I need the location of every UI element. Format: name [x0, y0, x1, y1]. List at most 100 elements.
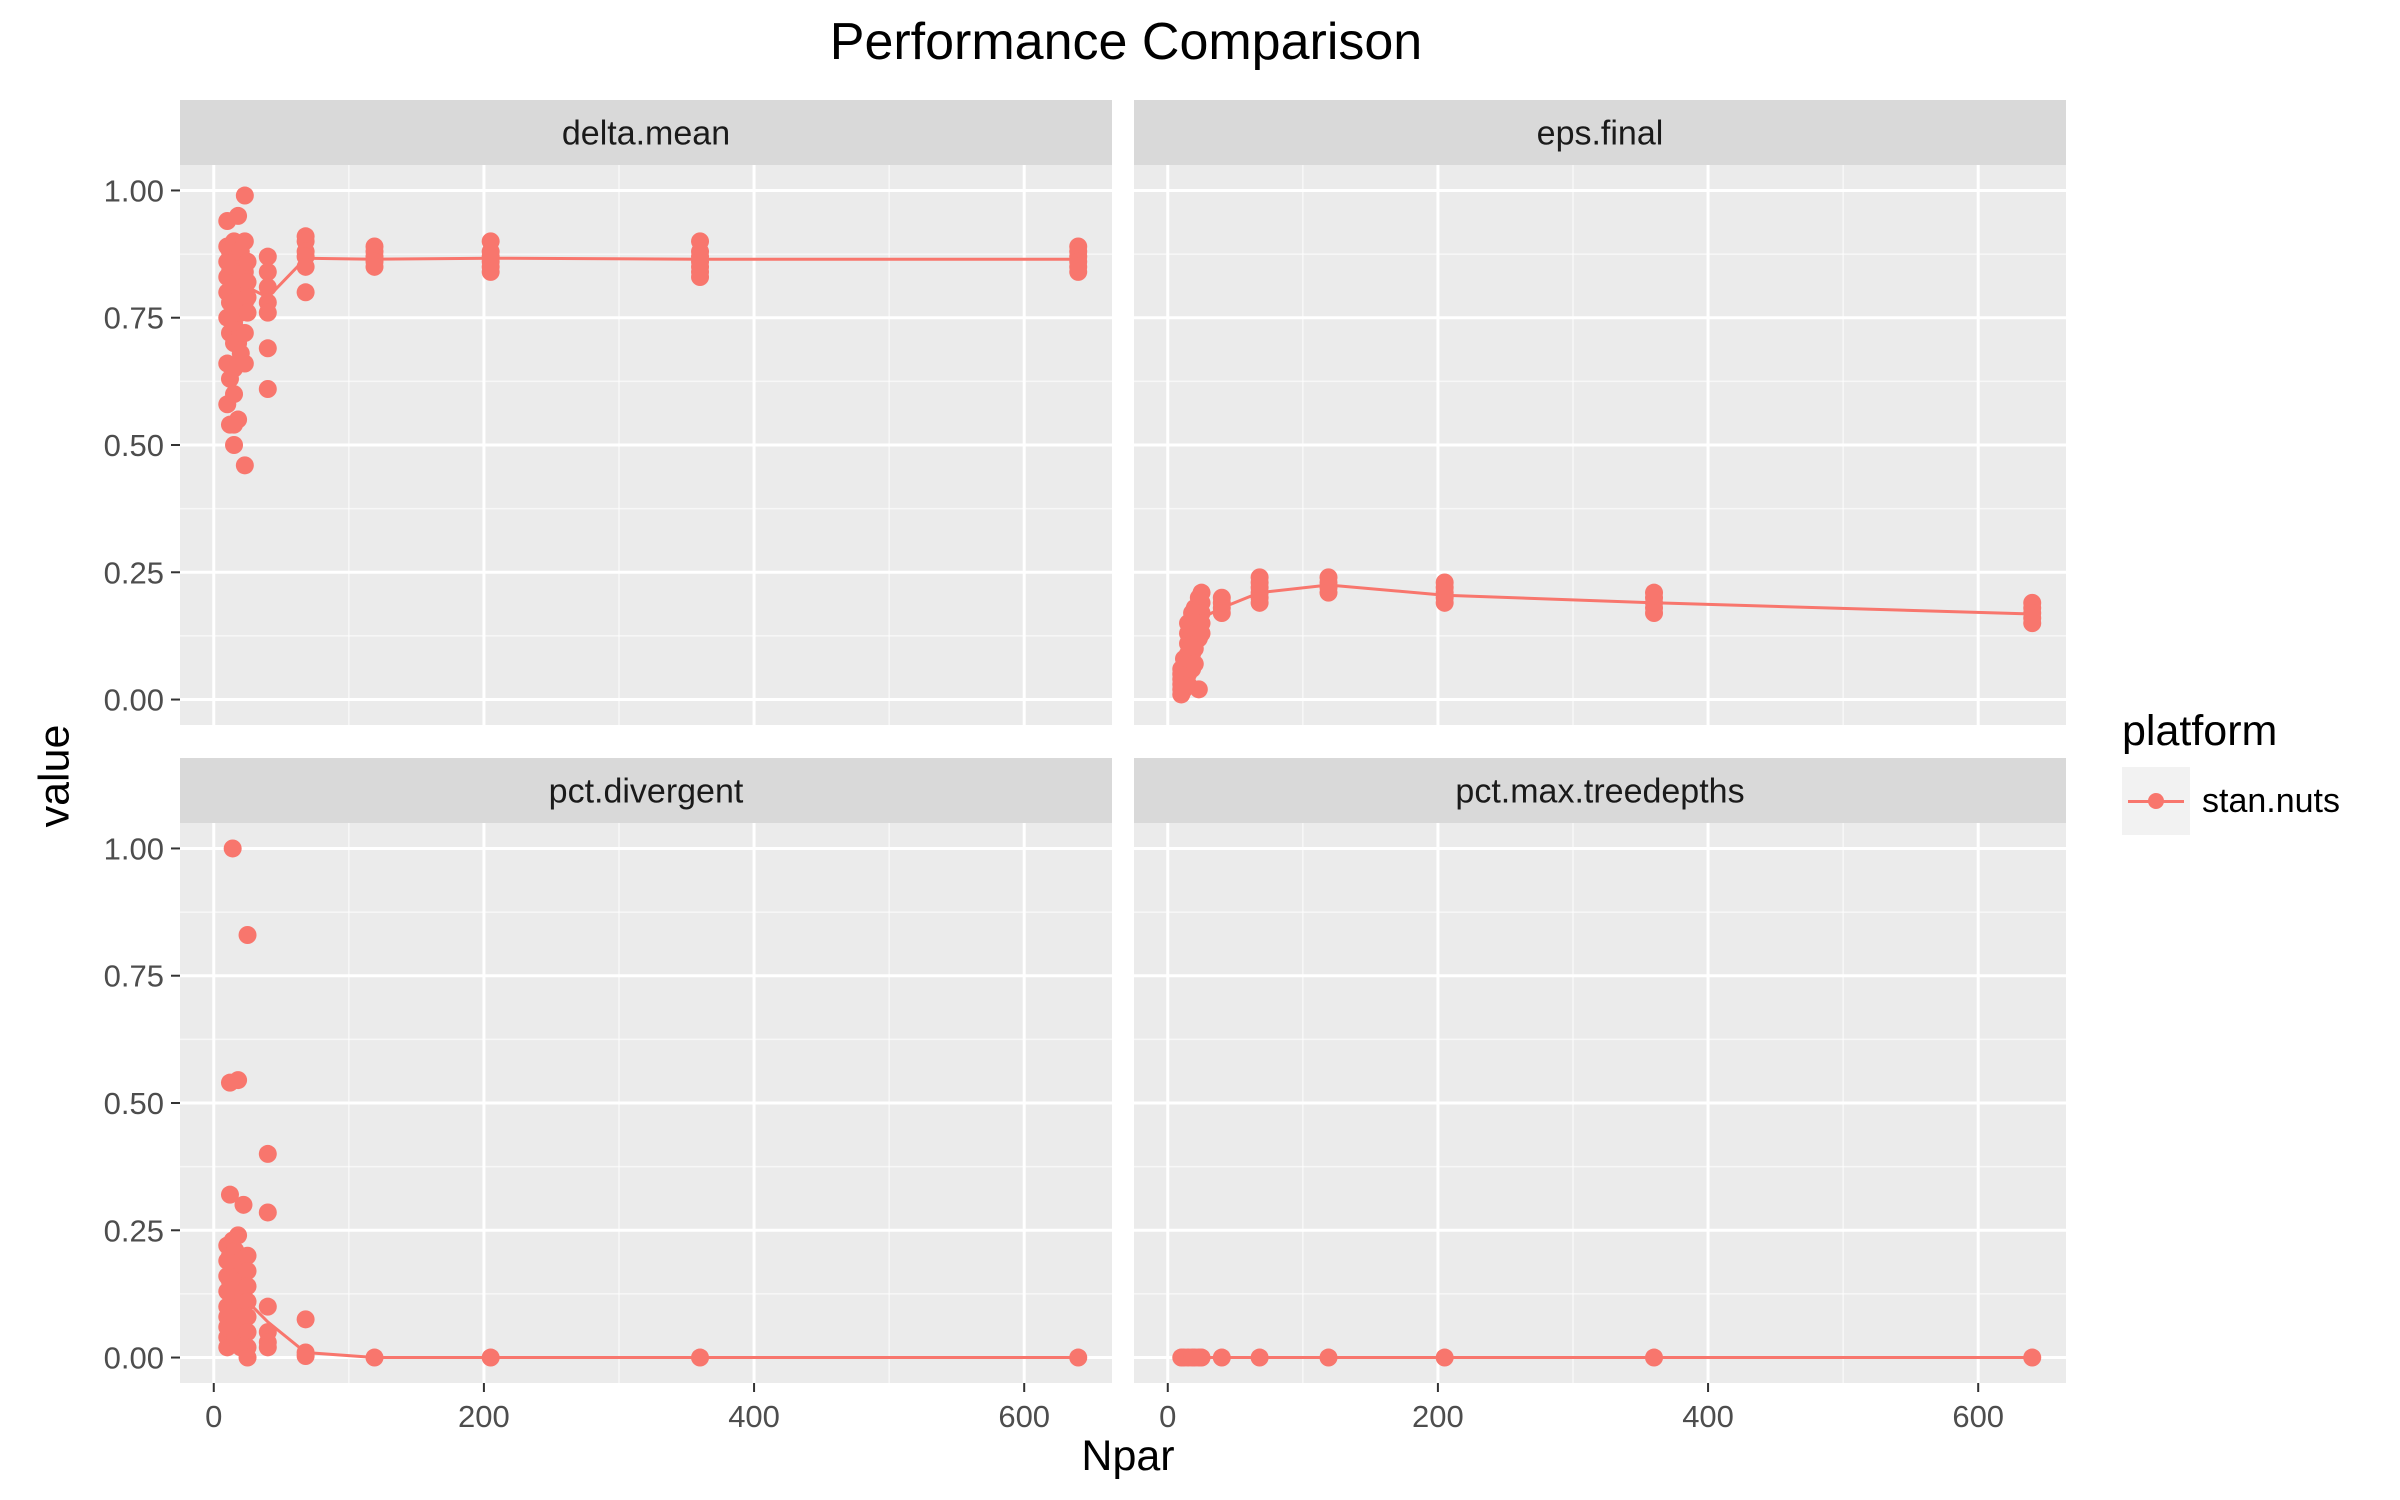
x-tick-label: 0: [205, 1399, 222, 1434]
y-tick-label: 0.25: [104, 555, 164, 590]
legend-key: [2122, 767, 2190, 835]
data-point: [238, 1323, 257, 1342]
data-point: [225, 436, 244, 454]
facet-strip-label: pct.divergent: [549, 773, 744, 811]
y-tick-label: 1.00: [104, 173, 164, 208]
y-axis-title: value: [30, 724, 79, 828]
data-point: [258, 380, 277, 398]
legend-item: stan.nuts: [2122, 767, 2340, 835]
data-point: [691, 1348, 710, 1367]
data-point: [296, 283, 315, 302]
data-point: [2023, 1348, 2042, 1367]
data-point: [258, 1297, 277, 1316]
data-point: [1212, 1348, 1231, 1367]
data-point: [238, 252, 257, 271]
data-point: [238, 288, 257, 307]
facet-strip: [180, 100, 1112, 165]
x-tick-label: 0: [1159, 1399, 1176, 1434]
data-point: [1189, 680, 1208, 699]
data-point: [258, 1203, 277, 1222]
data-point: [1250, 593, 1269, 612]
y-tick-label: 0.75: [104, 959, 164, 994]
x-tick-label: 400: [728, 1399, 780, 1434]
data-point: [1069, 262, 1088, 281]
data-point: [1069, 1348, 1088, 1367]
legend: platform stan.nuts: [2122, 703, 2340, 835]
data-point: [1435, 593, 1454, 612]
x-tick-label: 400: [1682, 1399, 1734, 1434]
data-point: [258, 262, 277, 281]
data-point: [238, 1262, 257, 1280]
data-point: [235, 232, 254, 251]
x-tick-label: 200: [1412, 1399, 1464, 1434]
data-point: [1435, 1348, 1454, 1367]
data-point: [238, 926, 257, 944]
data-point: [235, 324, 254, 342]
data-point: [2023, 614, 2042, 633]
facet-strip-label: delta.mean: [562, 115, 730, 153]
data-point: [238, 1277, 257, 1296]
data-point: [296, 1310, 315, 1329]
legend-title: platform: [2122, 707, 2278, 755]
facet-strip: [1134, 100, 2066, 165]
data-point: [229, 1071, 248, 1090]
data-point: [1192, 624, 1211, 643]
y-tick-label: 0.50: [104, 428, 164, 463]
data-point: [223, 839, 242, 858]
data-point: [238, 303, 257, 322]
data-point: [220, 1185, 239, 1204]
data-point: [691, 268, 710, 286]
data-point: [235, 456, 254, 475]
y-tick-label: 0.75: [104, 301, 164, 336]
data-point: [258, 339, 277, 358]
data-point: [235, 186, 254, 205]
data-point: [258, 1144, 277, 1163]
y-tick-label: 0.00: [104, 1341, 164, 1376]
data-point: [258, 1338, 277, 1357]
data-point: [481, 1348, 500, 1367]
data-point: [238, 1246, 257, 1265]
x-tick-label: 600: [1952, 1399, 2004, 1434]
data-point: [258, 303, 277, 322]
facet-strip-label: pct.max.treedepths: [1455, 773, 1744, 811]
data-point: [1319, 1348, 1338, 1367]
data-point: [1212, 604, 1231, 622]
data-point: [229, 410, 248, 429]
data-point: [1250, 1348, 1269, 1367]
legend-key-point: [2148, 793, 2164, 809]
y-tick-label: 0.00: [104, 683, 164, 718]
data-point: [238, 1292, 257, 1311]
data-point: [238, 273, 257, 292]
legend-item-label: stan.nuts: [2202, 781, 2340, 820]
facet-strip: [180, 758, 1112, 823]
data-point: [481, 262, 500, 281]
y-tick-label: 0.25: [104, 1213, 164, 1248]
data-point: [258, 278, 277, 297]
x-axis-title: Npar: [1081, 1432, 1175, 1480]
data-point: [1645, 1348, 1664, 1367]
x-tick-label: 600: [998, 1399, 1050, 1434]
facet-strip-label: eps.final: [1537, 115, 1664, 153]
data-point: [225, 385, 244, 404]
data-point: [1319, 583, 1338, 602]
data-point: [229, 1226, 248, 1245]
data-point: [1645, 604, 1664, 622]
data-point: [296, 1347, 315, 1366]
y-tick-label: 0.50: [104, 1086, 164, 1121]
y-tick-label: 1.00: [104, 831, 164, 866]
data-point: [238, 1307, 257, 1326]
x-tick-label: 200: [458, 1399, 510, 1434]
data-point: [365, 1348, 384, 1367]
data-point: [235, 354, 254, 373]
data-point: [1192, 1348, 1211, 1367]
facet-strip: [1134, 758, 2066, 823]
data-point: [258, 247, 277, 266]
data-point: [238, 1348, 257, 1367]
data-point: [296, 257, 315, 276]
data-point: [229, 206, 248, 225]
chart-title: Performance Comparison: [829, 13, 1423, 71]
data-point: [365, 257, 384, 276]
data-point: [1185, 654, 1204, 673]
